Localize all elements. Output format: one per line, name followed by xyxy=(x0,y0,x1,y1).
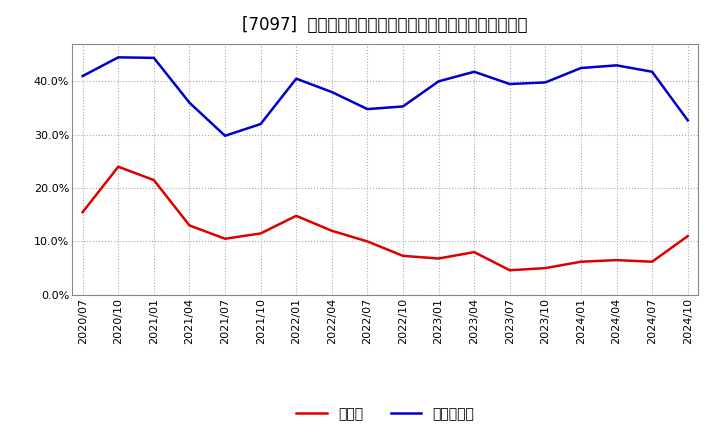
現預金 xyxy=(505,268,514,273)
有利子負債 xyxy=(292,76,300,81)
有利子負債 xyxy=(577,66,585,71)
現預金 xyxy=(78,209,87,215)
有利子負債 xyxy=(221,133,230,139)
現預金 xyxy=(648,259,657,264)
現預金 xyxy=(328,228,336,233)
現預金 xyxy=(150,177,158,183)
Title: [7097]  現預金、有利子負債の総資産に対する比率の推移: [7097] 現預金、有利子負債の総資産に対する比率の推移 xyxy=(243,16,528,34)
有利子負債 xyxy=(434,79,443,84)
現預金 xyxy=(114,164,122,169)
現預金 xyxy=(221,236,230,242)
現預金 xyxy=(577,259,585,264)
現預金 xyxy=(292,213,300,219)
有利子負債 xyxy=(505,81,514,87)
Legend: 現預金, 有利子負債: 現預金, 有利子負債 xyxy=(296,407,474,421)
現預金 xyxy=(612,257,621,263)
有利子負債 xyxy=(648,69,657,74)
現預金 xyxy=(541,265,549,271)
有利子負債 xyxy=(683,117,692,123)
有利子負債 xyxy=(150,55,158,61)
有利子負債 xyxy=(363,106,372,112)
有利子負債 xyxy=(78,73,87,79)
現預金 xyxy=(363,239,372,244)
現預金 xyxy=(434,256,443,261)
現預金 xyxy=(256,231,265,236)
Line: 有利子負債: 有利子負債 xyxy=(83,57,688,136)
Line: 現預金: 現預金 xyxy=(83,167,688,270)
有利子負債 xyxy=(328,89,336,95)
有利子負債 xyxy=(612,63,621,68)
現預金 xyxy=(399,253,408,258)
有利子負債 xyxy=(399,104,408,109)
有利子負債 xyxy=(185,100,194,105)
有利子負債 xyxy=(256,121,265,127)
有利子負債 xyxy=(541,80,549,85)
有利子負債 xyxy=(470,69,479,74)
現預金 xyxy=(470,249,479,255)
有利子負債 xyxy=(114,55,122,60)
現預金 xyxy=(683,234,692,239)
現預金 xyxy=(185,223,194,228)
